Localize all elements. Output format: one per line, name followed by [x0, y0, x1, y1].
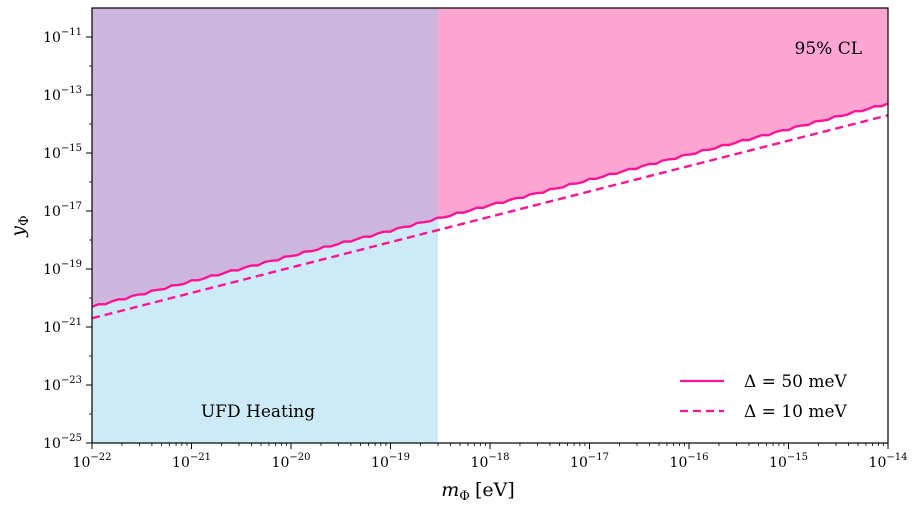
y-tick-exp: −13	[61, 85, 82, 96]
x-tick-base: 10	[869, 455, 887, 471]
legend-label-50mev: Δ = 50 meV	[744, 372, 848, 392]
y-tick-base: 10	[43, 436, 61, 452]
x-tick-base: 10	[471, 455, 489, 471]
x-tick-exp: −22	[90, 452, 111, 463]
y-tick-exp: −15	[61, 143, 82, 154]
x-axis-label-unit: [eV]	[475, 479, 515, 501]
x-tick-label: 10−18	[471, 452, 510, 471]
series-line-50mev	[92, 102, 888, 308]
x-tick-label: 10−21	[172, 452, 211, 471]
x-tick-exp: −17	[588, 452, 609, 463]
x-tick-base: 10	[371, 455, 389, 471]
x-tick-exp: −16	[687, 452, 708, 463]
series-line-10mev	[92, 114, 888, 320]
x-tick-exp: −14	[886, 452, 907, 463]
x-tick-base: 10	[73, 455, 91, 471]
legend: Δ = 50 meV Δ = 10 meV	[680, 372, 848, 422]
y-tick-label: 10−19	[43, 259, 82, 278]
ufd-annotation: UFD Heating	[201, 402, 315, 422]
y-tick-exp: −21	[61, 317, 82, 328]
y-tick-label: 10−23	[43, 375, 82, 394]
x-tick-label: 10−15	[769, 452, 808, 471]
y-tick-label: 10−17	[43, 201, 82, 220]
y-tick-base: 10	[43, 204, 61, 220]
ufd-region	[92, 8, 438, 443]
lines-layer	[92, 102, 888, 320]
y-axis-label-sub: Φ	[17, 215, 32, 226]
y-tick-base: 10	[43, 378, 61, 394]
y-tick-label: 10−13	[43, 85, 82, 104]
plot-area	[92, 8, 888, 443]
x-tick-exp: −20	[289, 452, 310, 463]
y-tick-exp: −19	[61, 259, 82, 270]
x-tick-label: 10−19	[371, 452, 410, 471]
y-tick-base: 10	[43, 146, 61, 162]
x-axis-label: mΦ [eV]	[441, 479, 515, 504]
x-tick-base: 10	[769, 455, 787, 471]
x-tick-label: 10−16	[670, 452, 709, 471]
x-axis-label-sub: Φ	[459, 489, 470, 504]
y-tick-label: 10−15	[43, 143, 82, 162]
y-tick-label: 10−25	[43, 433, 82, 452]
y-tick-label: 10−21	[43, 317, 82, 336]
x-tick-base: 10	[272, 455, 290, 471]
y-axis-label-main: y	[7, 226, 29, 238]
y-tick-base: 10	[43, 88, 61, 104]
x-tick-label: 10−14	[869, 452, 908, 471]
y-tick-base: 10	[43, 30, 61, 46]
y-tick-base: 10	[43, 320, 61, 336]
x-tick-exp: −21	[190, 452, 211, 463]
x-tick-label: 10−22	[73, 452, 112, 471]
x-tick-base: 10	[570, 455, 588, 471]
legend-label-10mev: Δ = 10 meV	[744, 402, 848, 422]
x-tick-label: 10−17	[570, 452, 609, 471]
y-tick-exp: −23	[61, 375, 82, 386]
x-tick-exp: −18	[488, 452, 509, 463]
y-axis-label: yΦ	[7, 215, 32, 237]
x-tick-base: 10	[670, 455, 688, 471]
y-tick-exp: −25	[61, 433, 82, 444]
x-tick-exp: −19	[389, 452, 410, 463]
cl-annotation: 95% CL	[795, 39, 863, 59]
y-tick-label: 10−11	[43, 27, 82, 46]
x-tick-base: 10	[172, 455, 190, 471]
cl-region	[92, 8, 888, 307]
y-tick-exp: −11	[61, 27, 82, 38]
x-tick-label: 10−20	[272, 452, 311, 471]
y-tick-base: 10	[43, 262, 61, 278]
y-tick-exp: −17	[61, 201, 82, 212]
x-tick-exp: −15	[787, 452, 808, 463]
ticks-layer: 10−22 10−21 10−20 10−19 10−18 10−17 10−16 10−15…	[43, 27, 907, 471]
x-axis-label-main: m	[441, 479, 459, 501]
